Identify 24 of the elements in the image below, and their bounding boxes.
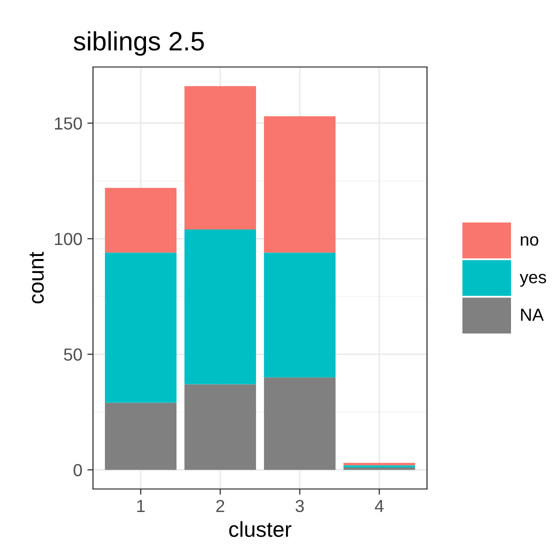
- legend-label: yes: [520, 274, 546, 287]
- y-tick-label: 0: [74, 464, 82, 476]
- y-tick-label: 100: [54, 232, 82, 246]
- legend-label: NA: [521, 308, 544, 321]
- bar: [104, 252, 176, 403]
- x-tick-label: 3: [296, 500, 304, 512]
- bar: [264, 377, 336, 470]
- x-axis-title: cluster: [229, 521, 292, 537]
- x-tick-label: 1: [137, 500, 145, 512]
- bar: [184, 384, 256, 470]
- y-tick-label: 150: [54, 117, 82, 130]
- legend-label: no: [520, 236, 538, 246]
- bar: [344, 465, 416, 468]
- bar: [104, 402, 176, 470]
- chart-title: siblings 2.5: [74, 31, 204, 56]
- bar: [184, 229, 256, 384]
- bar: [264, 116, 336, 253]
- bar: [184, 86, 256, 230]
- bar: [104, 188, 176, 253]
- y-tick-label: 50: [64, 348, 82, 361]
- y-axis-title: count: [30, 252, 44, 304]
- x-tick-label: 4: [374, 500, 384, 512]
- bar: [264, 252, 336, 378]
- x-tick-label: 2: [216, 500, 224, 512]
